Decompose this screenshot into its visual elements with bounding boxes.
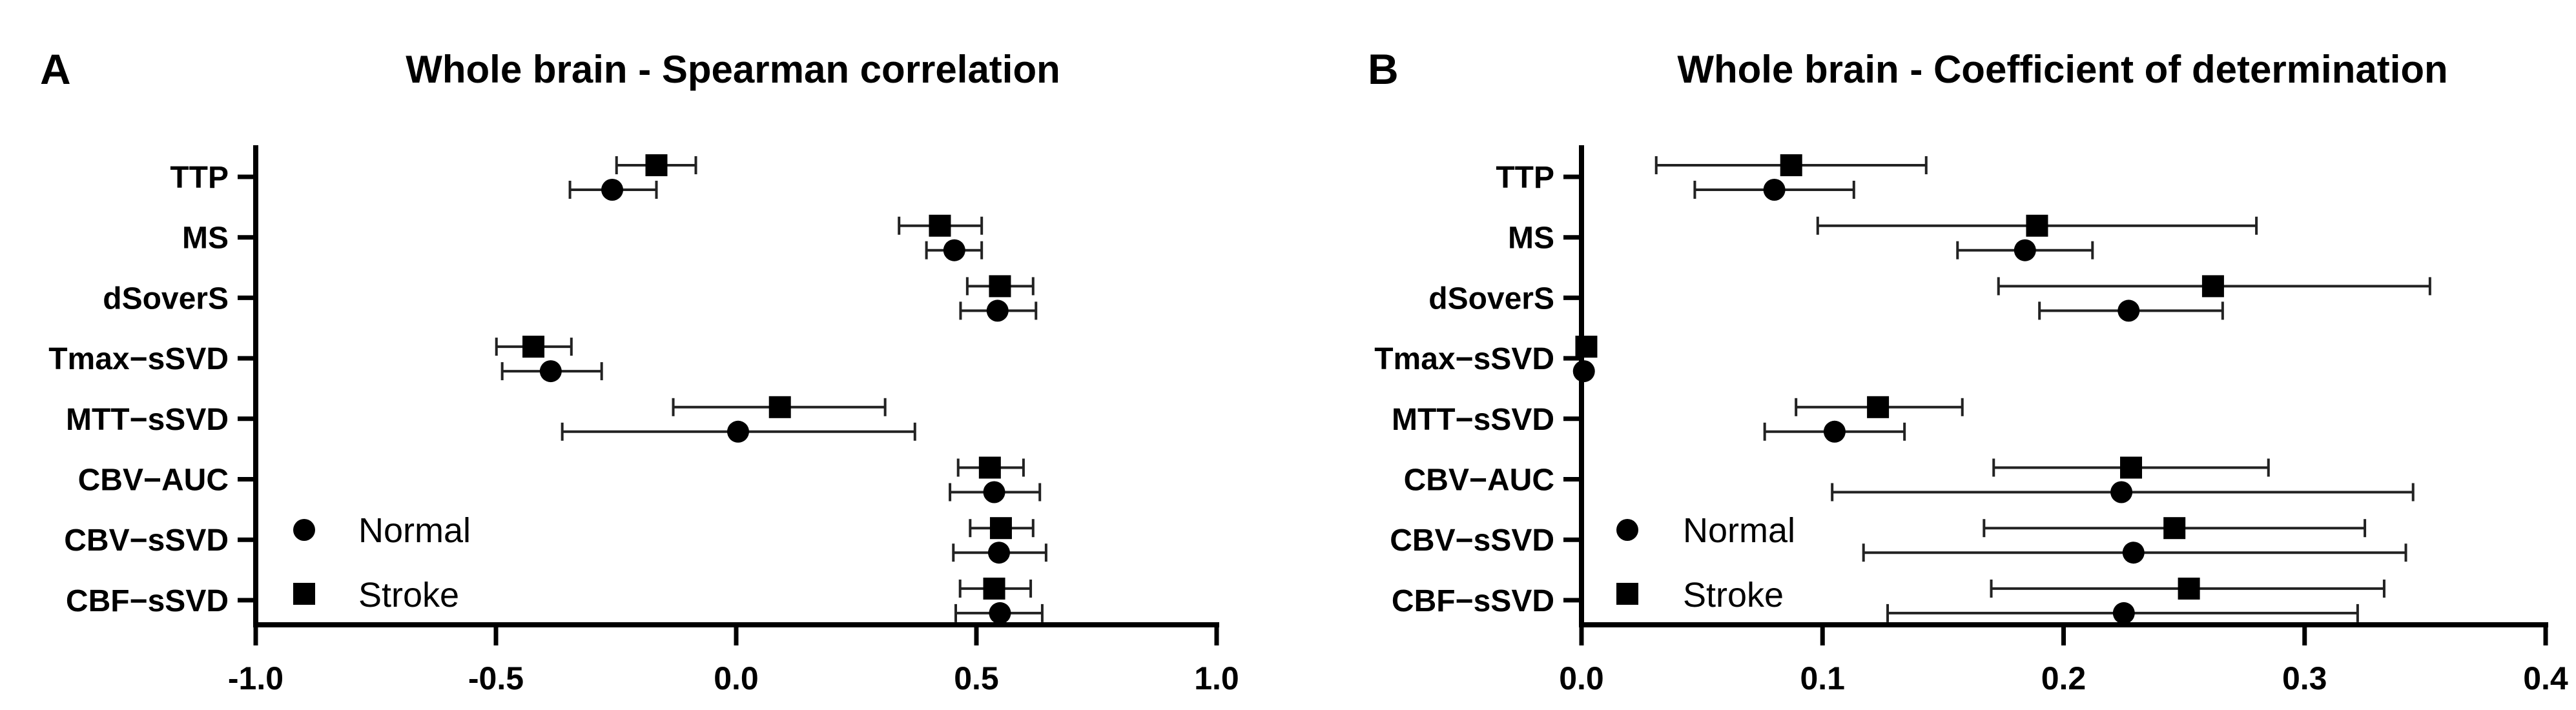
data-point-stroke	[983, 577, 1005, 600]
data-point-normal	[1763, 179, 1786, 201]
chart-title: Whole brain - Spearman correlation	[406, 48, 1060, 91]
data-point-normal	[2014, 239, 2036, 261]
data-point-normal	[983, 481, 1005, 503]
panel-b: B Whole brain - Coefficient of determina…	[1368, 45, 2568, 696]
panel-label: A	[40, 45, 71, 93]
legend-stroke-label: Stroke	[1683, 576, 1784, 614]
x-tick-label: 0.0	[714, 660, 759, 696]
category-label: CBV−sSVD	[1390, 523, 1554, 558]
category-label: MTT−sSVD	[66, 403, 229, 437]
category-label: MS	[1508, 221, 1554, 256]
data-point-stroke	[2178, 577, 2200, 600]
category-label: CBV−AUC	[78, 463, 229, 498]
x-tick-label: 1.0	[1194, 660, 1239, 696]
x-tick-label: 0.0	[1559, 660, 1604, 696]
data-point-stroke	[2120, 456, 2143, 479]
chart-title: Whole brain - Coefficient of determinati…	[1677, 48, 2447, 91]
data-point-stroke	[768, 396, 791, 418]
data-point-stroke	[1780, 154, 1802, 176]
data-point-stroke	[1575, 336, 1598, 358]
legend-stroke-marker	[1616, 583, 1638, 605]
legend-stroke-label: Stroke	[358, 576, 459, 614]
data-point-stroke	[989, 517, 1012, 540]
data-point-normal	[943, 239, 965, 261]
data-point-stroke	[2163, 517, 2186, 540]
x-tick-label: 0.3	[2282, 660, 2327, 696]
legend-normal-label: Normal	[1683, 511, 1795, 550]
x-tick-label: 0.5	[954, 660, 999, 696]
data-point-stroke	[2201, 275, 2224, 298]
data-point-stroke	[1867, 396, 1890, 418]
data-point-stroke	[645, 154, 668, 176]
data-point-normal	[539, 360, 562, 383]
data-point-normal	[601, 179, 624, 201]
data-point-normal	[726, 420, 749, 443]
legend-stroke-marker	[293, 583, 315, 605]
data-point-stroke	[989, 275, 1011, 298]
category-label: CBF−sSVD	[1392, 584, 1554, 618]
category-label: MTT−sSVD	[1392, 403, 1554, 437]
data-point-normal	[986, 299, 1009, 322]
x-tick-label: -1.0	[228, 660, 283, 696]
data-point-normal	[2110, 481, 2133, 503]
category-label: Tmax−sSVD	[1374, 342, 1554, 376]
x-tick-label: 0.2	[2041, 660, 2087, 696]
category-label: CBF−sSVD	[66, 584, 229, 618]
legend-normal-marker	[293, 519, 315, 541]
panel-label: B	[1368, 45, 1399, 93]
data-point-normal	[987, 542, 1010, 564]
data-point-normal	[2112, 602, 2135, 624]
category-label: TTP	[170, 161, 229, 195]
data-point-stroke	[929, 214, 951, 237]
x-tick-label: 0.1	[1800, 660, 1845, 696]
category-label: dSoverS	[103, 281, 229, 316]
legend-normal-marker	[1616, 519, 1638, 541]
data-point-normal	[2117, 299, 2140, 322]
category-label: dSoverS	[1428, 281, 1554, 316]
legend-normal-label: Normal	[358, 511, 471, 550]
data-point-normal	[1572, 360, 1595, 383]
category-label: TTP	[1496, 161, 1554, 195]
x-tick-label: -0.5	[468, 660, 524, 696]
data-point-stroke	[2026, 214, 2048, 237]
data-point-stroke	[978, 456, 1001, 479]
category-label: Tmax−sSVD	[48, 342, 229, 376]
category-label: MS	[182, 221, 229, 256]
data-point-normal	[2122, 542, 2145, 564]
category-label: CBV−sSVD	[64, 523, 229, 558]
data-point-normal	[989, 602, 1011, 624]
panel-a: A Whole brain - Spearman correlation Nor…	[40, 45, 1239, 696]
data-point-stroke	[522, 336, 545, 358]
x-tick-label: 0.4	[2523, 660, 2568, 696]
category-label: CBV−AUC	[1404, 463, 1554, 498]
data-point-normal	[1823, 420, 1846, 443]
